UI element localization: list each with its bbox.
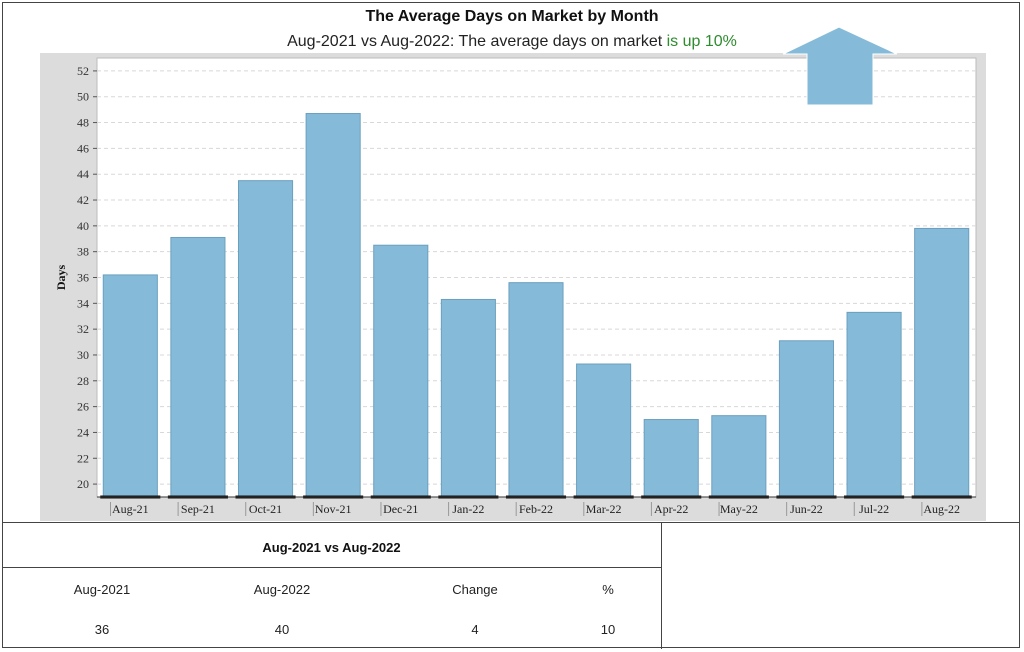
bar	[373, 244, 429, 498]
x-tick-label: Jun-22	[790, 502, 823, 516]
y-tick-label: 48	[77, 116, 89, 130]
header-change: Change	[452, 582, 498, 597]
value-aug-2022: 40	[274, 622, 290, 637]
bar	[170, 236, 226, 498]
x-tick-label: Sep-21	[181, 502, 215, 516]
header-aug-2021: Aug-2021	[73, 582, 131, 597]
bar	[102, 274, 158, 498]
y-tick-label: 50	[77, 90, 89, 104]
y-tick-label: 28	[77, 374, 89, 388]
y-tick-label: 26	[77, 400, 89, 414]
change-badge: +10%	[814, 579, 866, 601]
y-tick-label: 52	[77, 64, 89, 78]
table-divider	[2, 567, 661, 568]
x-tick-label: Apr-22	[654, 502, 688, 516]
x-tick-label: Aug-21	[112, 502, 149, 516]
chart-title: The Average Days on Market by Month	[365, 8, 659, 25]
y-tick-label: 36	[77, 271, 89, 285]
y-tick-label: 20	[77, 477, 89, 491]
y-tick-label: 42	[77, 193, 89, 207]
value-aug-2021: 36	[94, 622, 110, 637]
bar	[711, 415, 767, 498]
value-change: 4	[471, 622, 479, 637]
x-tick-label: Dec-21	[383, 502, 418, 516]
x-tick-label: Feb-22	[519, 502, 553, 516]
y-axis-label: Days	[54, 265, 68, 291]
subtitle-prefix: Aug-2021 vs Aug-2022: The average days o…	[287, 33, 663, 50]
header-percent: %	[602, 582, 614, 597]
x-tick-label: Jul-22	[859, 502, 889, 516]
y-tick-label: 24	[77, 425, 89, 439]
y-tick-label: 32	[77, 322, 89, 336]
up-arrow-icon	[782, 26, 898, 106]
summary-table: Aug-2021 vs Aug-2022 Aug-2021 Aug-2022 C…	[2, 523, 662, 649]
bar	[508, 282, 564, 498]
y-tick-label: 30	[77, 348, 89, 362]
x-tick-label: Oct-21	[249, 502, 282, 516]
bar	[846, 311, 902, 498]
x-tick-label: Aug-22	[923, 502, 960, 516]
x-tick-label: Mar-22	[586, 502, 622, 516]
y-tick-label: 38	[77, 245, 89, 259]
x-tick-label: Nov-21	[315, 502, 352, 516]
header-aug-2022: Aug-2022	[253, 582, 311, 597]
x-tick-label: May-22	[720, 502, 758, 516]
subtitle-highlight: is up 10%	[666, 33, 737, 50]
y-tick-label: 22	[77, 451, 89, 465]
bar	[643, 419, 699, 498]
chart-subtitle: Aug-2021 vs Aug-2022: The average days o…	[0, 33, 1024, 51]
bar-chart: 20 22 24 26 28 30 32 34 36 38 40 42 44 46 48 50 52 Days Au…	[54, 57, 977, 516]
bar	[305, 113, 361, 498]
bar	[237, 180, 294, 498]
bar	[914, 227, 970, 498]
x-tick-label: Jan-22	[452, 502, 484, 516]
bar	[576, 363, 632, 498]
summary-panel: Aug-2021 vs Aug-2022 Aug-2021 Aug-2022 C…	[2, 522, 1020, 649]
y-tick-label: 40	[77, 219, 89, 233]
bar	[440, 298, 496, 498]
summary-title: Aug-2021 vs Aug-2022	[262, 540, 401, 555]
bar	[778, 340, 835, 498]
y-tick-label: 44	[77, 167, 89, 181]
y-tick-label: 46	[77, 141, 89, 155]
value-percent: 10	[600, 622, 616, 637]
y-tick-label: 34	[77, 296, 89, 310]
